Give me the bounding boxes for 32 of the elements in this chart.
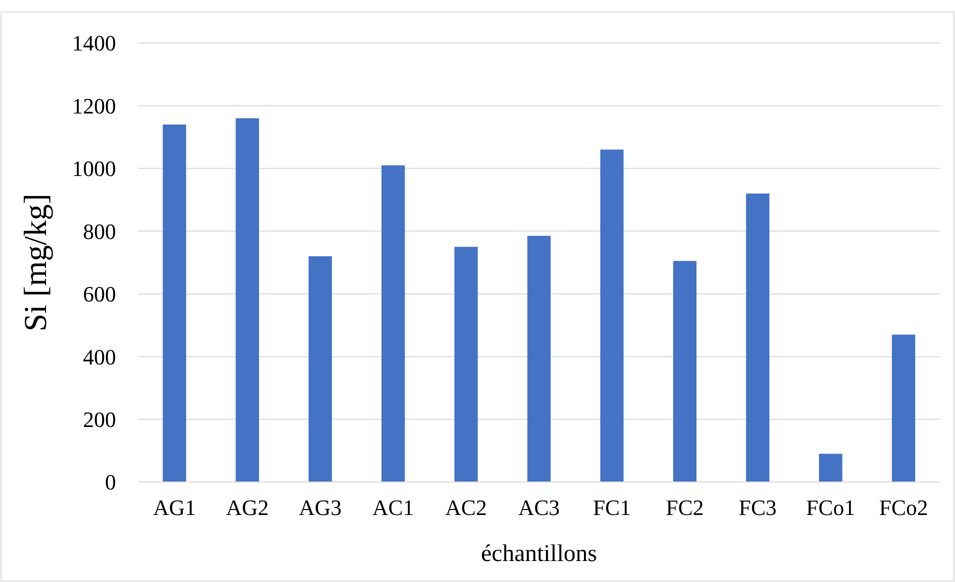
x-tick-label: AG1 [153,495,196,520]
x-tick-label: FCo1 [806,495,856,520]
y-tick-label: 1200 [72,93,116,118]
y-axis-title: Si [mg/kg] [17,194,53,332]
bar [454,246,478,482]
y-tick-label: 600 [83,282,116,307]
x-tick-label: AC3 [518,495,560,520]
x-tick-label: AC1 [372,495,414,520]
x-tick-label: FC1 [592,495,631,520]
x-tick-label: FC3 [738,495,777,520]
x-tick-label: FC2 [666,495,704,520]
bar [308,256,332,482]
bar [382,165,405,482]
bar [892,334,916,482]
y-tick-label: 200 [83,406,116,432]
bar [162,124,186,482]
x-tick-label: AG2 [226,495,269,520]
y-tick-label: 400 [83,344,116,370]
bar [600,150,624,482]
y-tick-label: 800 [83,218,116,244]
bar [527,236,551,482]
bar [818,454,842,482]
bar [236,118,260,482]
x-tick-label: AC2 [445,495,487,520]
bar [673,260,696,482]
y-tick-label: 0 [105,470,116,495]
x-tick-label: AG3 [298,495,342,520]
y-tick-label: 1000 [72,156,116,182]
x-axis-title: échantillons [481,541,597,567]
y-tick-label: 1400 [72,30,116,56]
x-tick-label: FCo2 [879,495,928,520]
bar [746,194,770,482]
